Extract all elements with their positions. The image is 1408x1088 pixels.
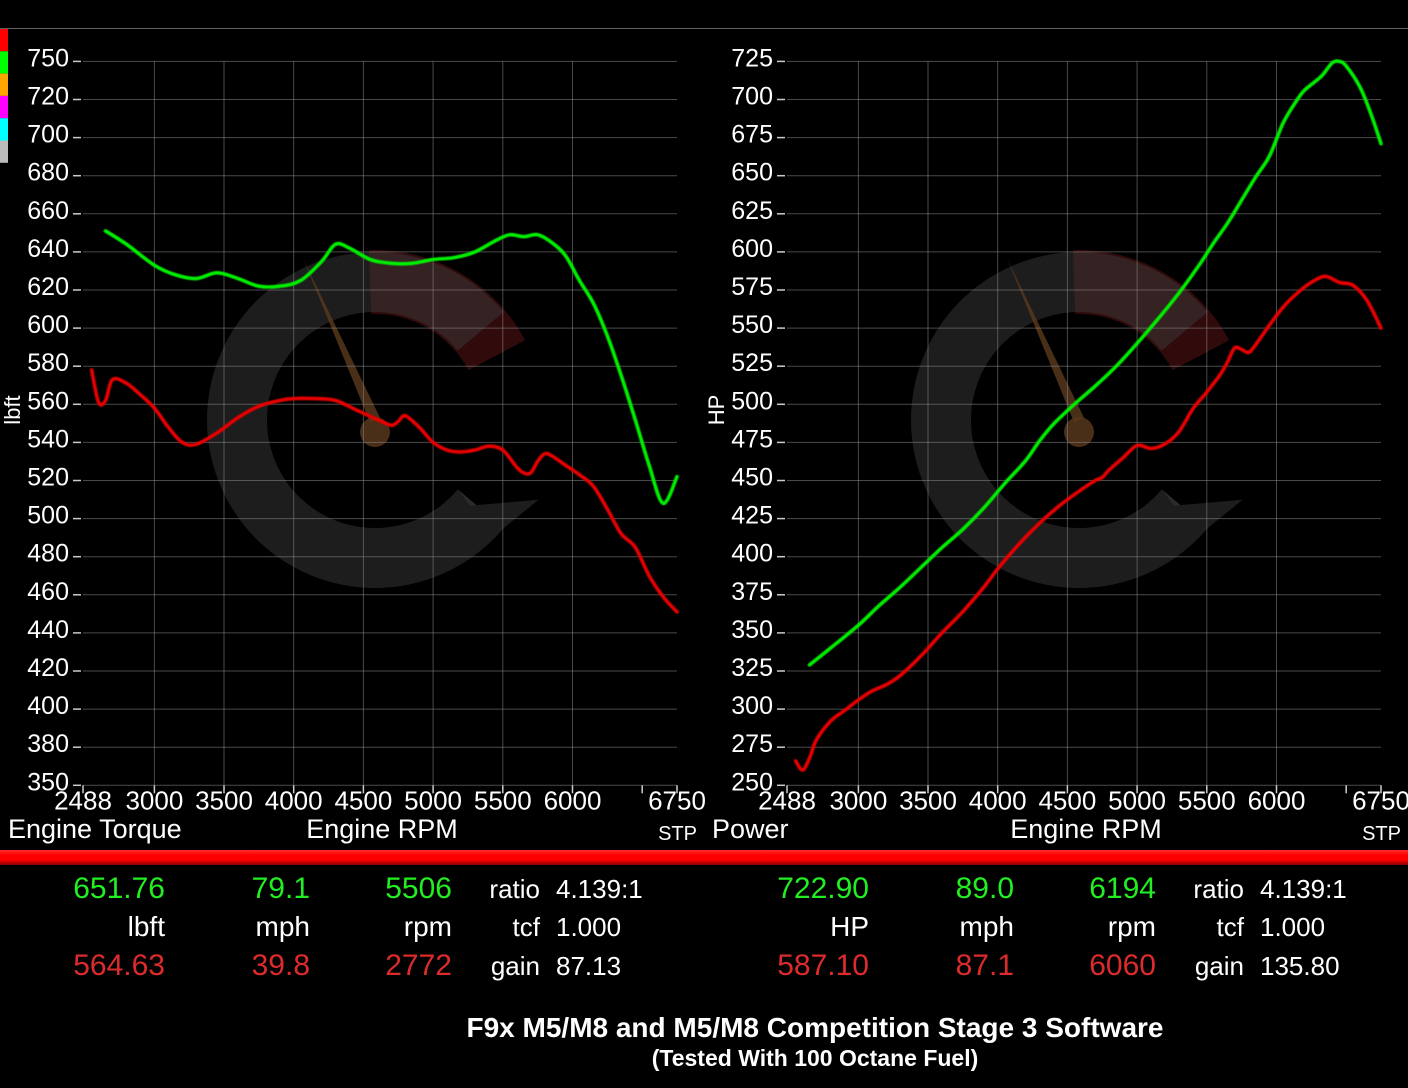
svg-text:520: 520 <box>27 464 69 492</box>
svg-text:ratio: ratio <box>489 874 540 904</box>
svg-text:450: 450 <box>731 464 773 492</box>
svg-text:420: 420 <box>27 654 69 682</box>
svg-text:680: 680 <box>27 159 69 187</box>
svg-text:ratio: ratio <box>1193 874 1244 904</box>
svg-text:2772: 2772 <box>385 949 452 982</box>
svg-text:600: 600 <box>731 235 773 263</box>
svg-text:650: 650 <box>731 159 773 187</box>
svg-text:460: 460 <box>27 578 69 606</box>
svg-text:600: 600 <box>27 311 69 339</box>
svg-text:6000: 6000 <box>1248 785 1306 815</box>
svg-text:tcf: tcf <box>513 912 541 942</box>
svg-text:5500: 5500 <box>1178 785 1236 815</box>
svg-text:620: 620 <box>27 273 69 301</box>
svg-text:6750: 6750 <box>1352 785 1408 815</box>
svg-text:700: 700 <box>731 83 773 111</box>
svg-text:4.139:1: 4.139:1 <box>1260 874 1347 904</box>
svg-text:F9x M5/M8 and M5/M8 Competitio: F9x M5/M8 and M5/M8 Competition Stage 3 … <box>466 1012 1163 1043</box>
svg-text:(Tested With 100 Octane Fuel): (Tested With 100 Octane Fuel) <box>652 1045 979 1071</box>
svg-text:89.0: 89.0 <box>956 872 1014 905</box>
svg-text:500: 500 <box>731 387 773 415</box>
svg-text:525: 525 <box>731 349 773 377</box>
svg-text:3000: 3000 <box>829 785 887 815</box>
svg-text:625: 625 <box>731 197 773 225</box>
svg-text:87.1: 87.1 <box>956 949 1014 982</box>
svg-text:1.000: 1.000 <box>556 912 621 942</box>
svg-text:39.8: 39.8 <box>252 949 310 982</box>
svg-text:gain: gain <box>491 951 540 981</box>
svg-text:300: 300 <box>731 692 773 720</box>
svg-text:400: 400 <box>27 692 69 720</box>
svg-text:STP: STP <box>658 823 697 845</box>
svg-text:mph: mph <box>256 911 310 942</box>
svg-text:HP: HP <box>830 911 869 942</box>
svg-text:HP: HP <box>704 395 729 426</box>
svg-text:275: 275 <box>731 730 773 758</box>
svg-text:4000: 4000 <box>969 785 1027 815</box>
svg-text:6060: 6060 <box>1089 949 1156 982</box>
svg-text:2488: 2488 <box>54 785 112 815</box>
svg-text:350: 350 <box>731 616 773 644</box>
svg-text:6000: 6000 <box>544 785 602 815</box>
svg-text:640: 640 <box>27 235 69 263</box>
svg-text:rpm: rpm <box>404 911 452 942</box>
svg-text:mph: mph <box>960 911 1014 942</box>
svg-text:400: 400 <box>731 540 773 568</box>
svg-text:79.1: 79.1 <box>252 872 310 905</box>
svg-text:540: 540 <box>27 425 69 453</box>
svg-text:3000: 3000 <box>125 785 183 815</box>
svg-text:1.000: 1.000 <box>1260 912 1325 942</box>
svg-text:380: 380 <box>27 730 69 758</box>
svg-text:lbft: lbft <box>0 395 25 424</box>
svg-text:587.10: 587.10 <box>777 949 869 982</box>
svg-text:550: 550 <box>731 311 773 339</box>
svg-text:675: 675 <box>731 121 773 149</box>
svg-text:Engine RPM: Engine RPM <box>306 814 458 844</box>
svg-text:lbft: lbft <box>128 911 166 942</box>
svg-text:Power: Power <box>712 814 789 844</box>
svg-text:720: 720 <box>27 83 69 111</box>
svg-text:725: 725 <box>731 44 773 72</box>
svg-text:5500: 5500 <box>474 785 532 815</box>
svg-text:STP: STP <box>1362 823 1401 845</box>
svg-text:425: 425 <box>731 502 773 530</box>
svg-text:750: 750 <box>27 44 69 72</box>
svg-text:475: 475 <box>731 425 773 453</box>
svg-text:5506: 5506 <box>385 872 452 905</box>
svg-text:560: 560 <box>27 387 69 415</box>
svg-text:tcf: tcf <box>1217 912 1245 942</box>
svg-text:375: 375 <box>731 578 773 606</box>
svg-text:gain: gain <box>1195 951 1244 981</box>
svg-text:660: 660 <box>27 197 69 225</box>
svg-text:700: 700 <box>27 121 69 149</box>
svg-text:500: 500 <box>27 502 69 530</box>
svg-text:4000: 4000 <box>265 785 323 815</box>
svg-text:5000: 5000 <box>404 785 462 815</box>
svg-text:6750: 6750 <box>648 785 706 815</box>
svg-text:135.80: 135.80 <box>1260 951 1340 981</box>
svg-text:Engine Torque: Engine Torque <box>8 814 182 844</box>
svg-text:325: 325 <box>731 654 773 682</box>
svg-text:Engine RPM: Engine RPM <box>1010 814 1162 844</box>
svg-text:440: 440 <box>27 616 69 644</box>
svg-text:564.63: 564.63 <box>73 949 165 982</box>
svg-text:575: 575 <box>731 273 773 301</box>
svg-text:722.90: 722.90 <box>777 872 869 905</box>
svg-text:2488: 2488 <box>758 785 816 815</box>
svg-text:651.76: 651.76 <box>73 872 165 905</box>
svg-text:6194: 6194 <box>1089 872 1156 905</box>
svg-text:480: 480 <box>27 540 69 568</box>
svg-text:rpm: rpm <box>1108 911 1156 942</box>
svg-text:580: 580 <box>27 349 69 377</box>
svg-text:4.139:1: 4.139:1 <box>556 874 643 904</box>
svg-text:5000: 5000 <box>1108 785 1166 815</box>
svg-text:87.13: 87.13 <box>556 951 621 981</box>
svg-text:3500: 3500 <box>899 785 957 815</box>
svg-text:3500: 3500 <box>195 785 253 815</box>
svg-text:4500: 4500 <box>1038 785 1096 815</box>
svg-text:4500: 4500 <box>334 785 392 815</box>
